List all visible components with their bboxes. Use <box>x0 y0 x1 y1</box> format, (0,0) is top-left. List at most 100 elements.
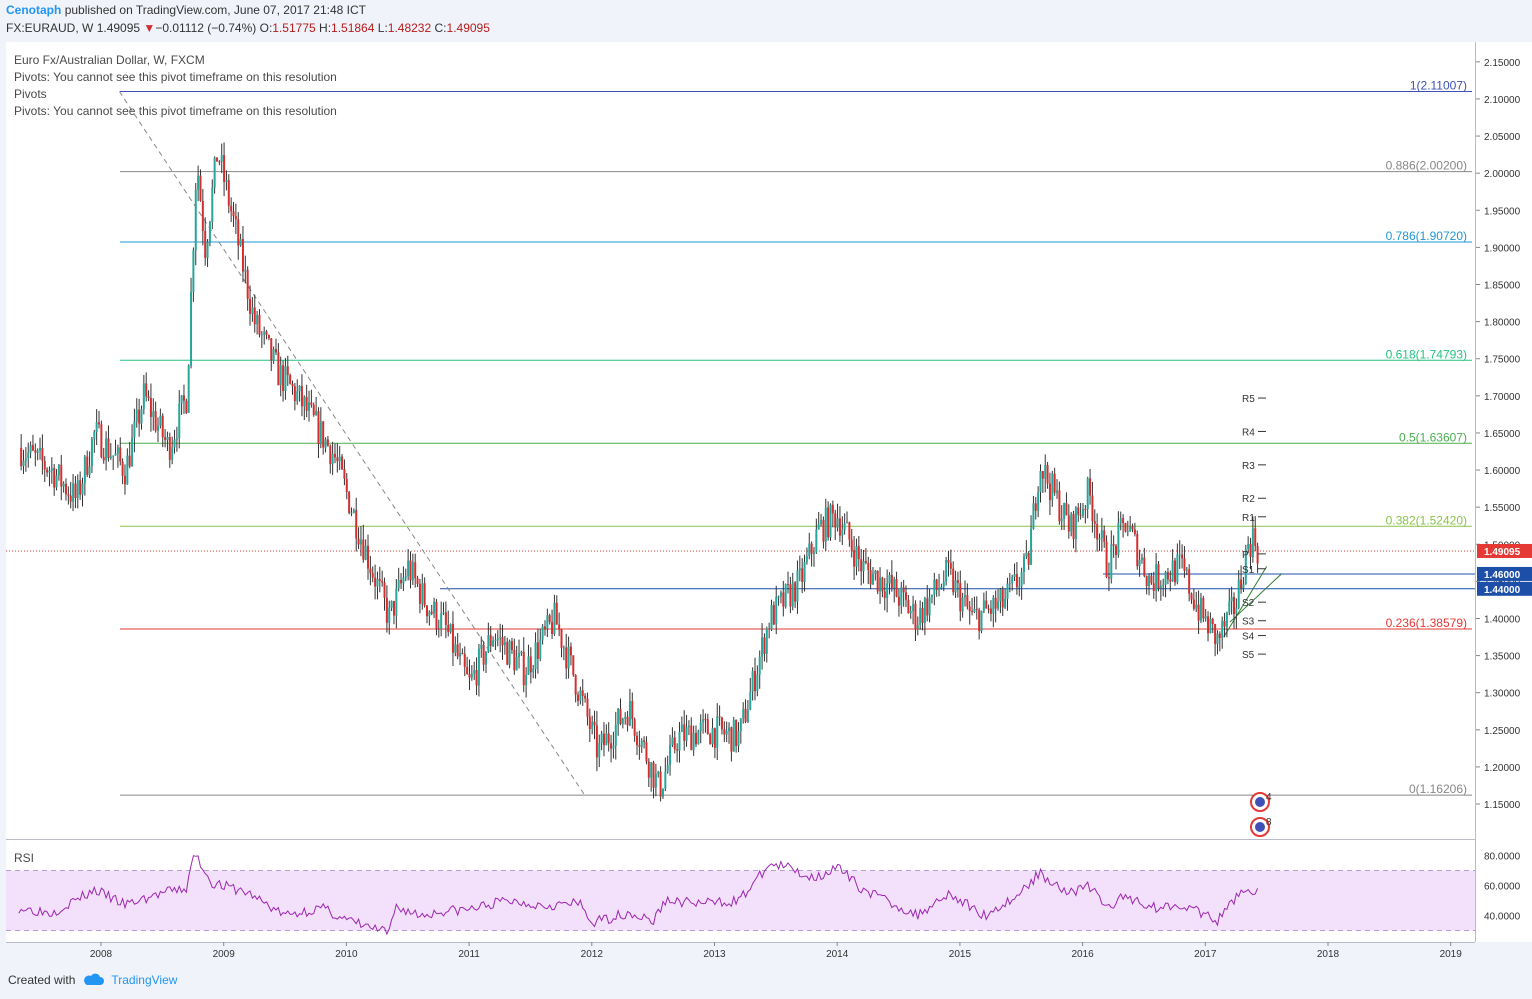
candle-body <box>1091 495 1094 522</box>
candle-body <box>64 483 67 495</box>
candle-body <box>503 641 506 646</box>
candle-body <box>848 522 851 540</box>
rsi-pane[interactable]: 40.0000 60.0000 80.0000 <box>6 852 1521 936</box>
support-trend-line-2[interactable] <box>1229 573 1282 623</box>
candle-body <box>897 596 900 606</box>
candle-body <box>440 613 443 629</box>
candle-body <box>69 495 72 502</box>
tradingview-brand[interactable]: TradingView <box>111 973 178 987</box>
candle-body <box>654 774 657 788</box>
candle-body <box>1072 513 1075 540</box>
candle-body <box>1100 530 1103 539</box>
candle-body <box>1030 528 1033 565</box>
candle-body <box>121 461 124 476</box>
candle-body <box>100 424 103 458</box>
candle-body <box>1247 543 1250 549</box>
candle-body <box>963 595 966 598</box>
candle-body <box>1242 584 1245 589</box>
fibonacci-retracement[interactable]: 1(2.11007) 0.886(2.00200) 0.786(1.90720) 0.… <box>120 78 1472 796</box>
candle-body <box>1122 518 1125 524</box>
candle-body <box>881 577 884 592</box>
candle-body <box>1185 569 1188 571</box>
candle-body <box>426 605 429 617</box>
candle-body <box>215 157 218 162</box>
candle-body <box>421 583 424 604</box>
candle-body <box>1051 473 1054 501</box>
candle-body <box>227 180 230 206</box>
candle-body <box>463 653 466 667</box>
candle-body <box>303 396 306 407</box>
candle-body <box>355 510 358 539</box>
candle-body <box>862 560 865 572</box>
candle-body <box>508 641 511 665</box>
publish-info: Cenotaph published on TradingView.com, J… <box>6 3 366 17</box>
candle-body <box>746 709 749 722</box>
candle-body <box>565 647 568 669</box>
candle-body <box>555 602 558 625</box>
candle-body <box>1178 554 1181 556</box>
author-name[interactable]: Cenotaph <box>6 3 62 17</box>
candle-body <box>336 457 339 462</box>
candle-body <box>664 771 667 789</box>
candle-body <box>756 674 759 692</box>
candle-body <box>1140 557 1143 560</box>
candle-body <box>624 716 627 719</box>
candle-body <box>1221 620 1224 639</box>
trend-lines[interactable] <box>118 91 1282 797</box>
x-tick-label: 2011 <box>458 949 480 960</box>
candle-body <box>713 728 716 748</box>
candle-body <box>593 721 596 726</box>
candle-body <box>1011 576 1014 584</box>
candle-body <box>916 625 919 630</box>
candle-body <box>846 522 849 524</box>
candle-body <box>459 652 462 657</box>
candle-body <box>1063 503 1066 519</box>
candle-body <box>789 584 792 607</box>
dashed-downtrend-line[interactable] <box>118 91 587 797</box>
candle-body <box>579 690 582 701</box>
candle-body <box>296 391 299 402</box>
candle-body <box>905 592 908 600</box>
candle-body <box>135 409 138 422</box>
y-tick-label: 1.85000 <box>1484 280 1521 291</box>
candle-body <box>577 694 580 701</box>
candle-body <box>239 239 242 246</box>
candle-body <box>909 611 912 614</box>
candle-body <box>449 623 452 633</box>
candle-body <box>798 568 801 571</box>
candle-body <box>331 453 334 465</box>
low-value: 1.48232 <box>387 21 432 35</box>
candle-body <box>390 601 393 608</box>
price-axis[interactable]: 1.15000 1.20000 1.25000 1.30000 1.35000 1.400… <box>1476 58 1521 811</box>
candle-body <box>796 570 799 602</box>
support-trend-line-1[interactable] <box>1223 566 1268 638</box>
candle-body <box>400 579 403 584</box>
candle-body <box>197 175 200 190</box>
candle-body <box>506 641 509 665</box>
event-markers[interactable]: 48 <box>1250 792 1272 837</box>
candle-body <box>395 588 398 616</box>
candle-body <box>673 737 676 750</box>
candle-body <box>1089 478 1092 496</box>
candle-body <box>869 570 872 585</box>
time-axis[interactable]: 2008 2009 2010 2011 2012 2013 2014 2015 2016 2017… <box>90 942 1462 960</box>
candle-body <box>805 556 808 563</box>
candle-body <box>253 307 256 325</box>
candle-body <box>874 570 877 574</box>
candle-body <box>650 762 653 778</box>
candle-body <box>173 439 176 448</box>
candle-body <box>29 445 32 453</box>
y-tick-label: 1.80000 <box>1484 318 1521 329</box>
x-tick-label: 2009 <box>213 949 236 960</box>
candle-body <box>586 698 589 717</box>
candle-body <box>680 724 683 733</box>
candle-body <box>626 716 629 726</box>
candle-body <box>1214 623 1217 645</box>
candle-body <box>692 732 695 751</box>
candle-body <box>631 700 634 720</box>
candle-body <box>1093 521 1096 525</box>
candle-body <box>190 291 193 366</box>
candle-body <box>678 732 681 751</box>
candle-body <box>758 656 761 675</box>
